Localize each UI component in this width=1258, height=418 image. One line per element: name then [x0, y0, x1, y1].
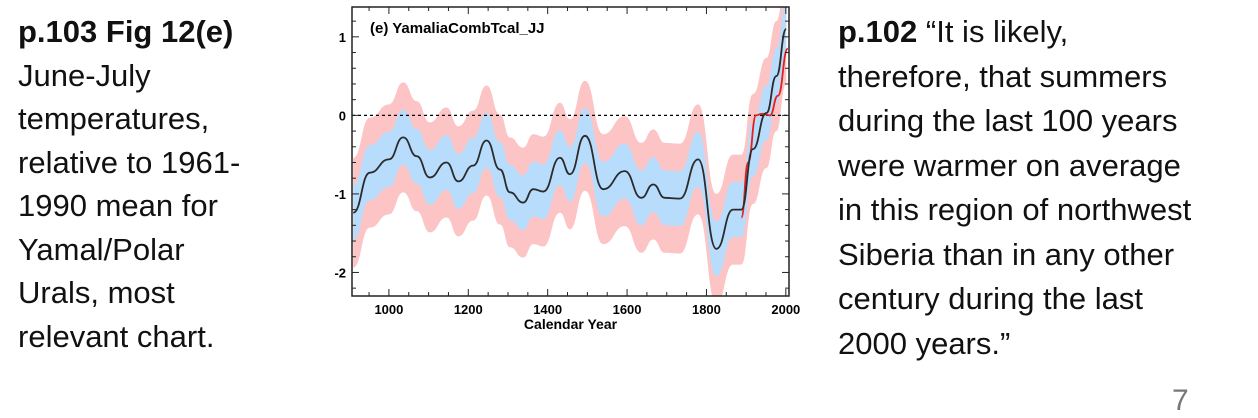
x-tick-label: 1200 — [454, 302, 483, 317]
slide-number: 7 — [1172, 384, 1189, 417]
chart-title: (e) YamaliaCombTcal_JJ — [370, 20, 545, 37]
text-line: century during the last — [838, 281, 1144, 316]
text-line: 2000 years.” — [838, 325, 1011, 361]
text-line: relevant chart. — [18, 318, 215, 354]
y-tick-label: 0 — [339, 108, 346, 123]
y-tick-label: -1 — [334, 187, 346, 202]
mean-series-line — [352, 28, 788, 250]
text-line: were warmer on average — [838, 147, 1181, 183]
text-line: temperatures, — [18, 101, 210, 136]
text-line: 1990 mean for — [18, 188, 218, 223]
right-quote: p.102 “It is likely, therefore, that sum… — [838, 10, 1258, 366]
text-line: in this region of northwest — [838, 192, 1192, 227]
text-line: Yamal/Polar — [18, 231, 185, 267]
plot-frame — [351, 6, 790, 297]
left-heading: p.103 Fig 12(e) — [18, 14, 234, 49]
y-tick-label: 1 — [339, 30, 346, 45]
left-caption: p.103 Fig 12(e) June-July temperatures, re… — [18, 10, 318, 358]
x-tick-label: 1800 — [692, 302, 721, 317]
text-line: during the last 100 years — [838, 103, 1178, 138]
text-line: Siberia than in any other — [838, 236, 1175, 272]
text-line: therefore, that summers — [838, 58, 1168, 94]
quote-first-line: “It is likely, — [917, 14, 1069, 49]
x-tick-label: 1400 — [533, 302, 562, 317]
text-line: June-July — [18, 57, 151, 93]
x-tick-label: 2000 — [771, 302, 800, 317]
x-tick-label: 1600 — [613, 302, 642, 317]
text-line: Urals, most — [18, 275, 175, 310]
x-tick-label: 1000 — [374, 302, 403, 317]
chart: 1000 1200 1400 1600 1800 2000 1 0 -1 -2 (e) Yamali… — [334, 6, 800, 332]
y-tick-label: -2 — [334, 265, 346, 280]
text-line: relative to 1961- — [18, 144, 241, 180]
x-axis-label: Calendar Year — [524, 316, 618, 332]
inner-uncertainty-band — [353, 7, 787, 277]
right-heading: p.102 — [838, 14, 918, 49]
